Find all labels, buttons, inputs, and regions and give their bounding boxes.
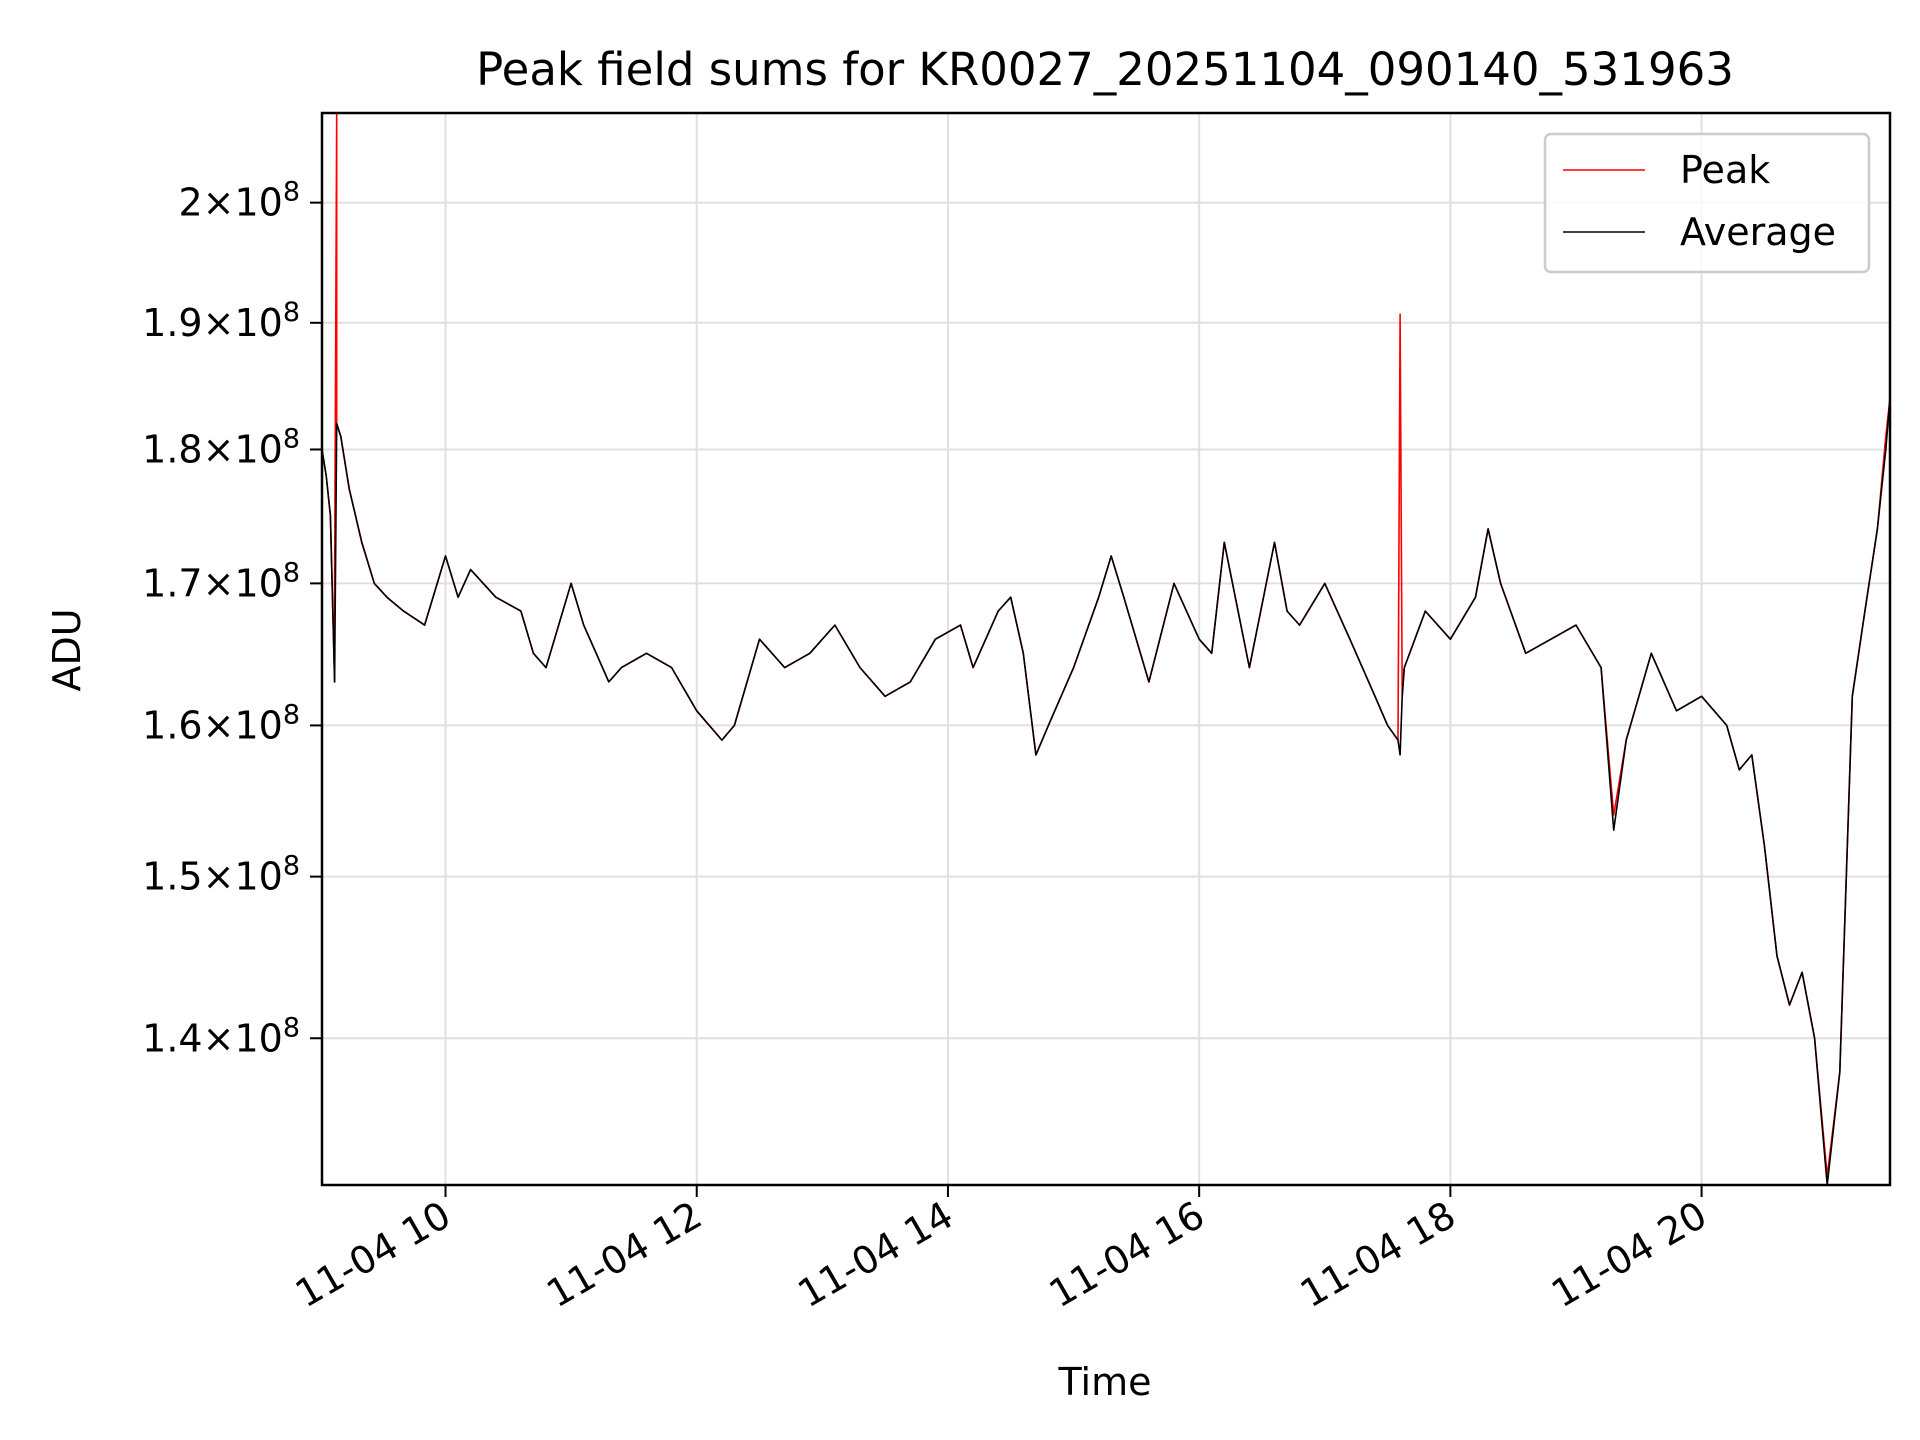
y-tick-label: 1.6×108 bbox=[142, 699, 300, 747]
legend: Peak Average bbox=[1543, 132, 1871, 274]
chart-title: Peak field sums for KR0027_20251104_0901… bbox=[476, 43, 1734, 96]
y-tick-exponent: 8 bbox=[283, 297, 300, 328]
y-tick-label: 1.8×108 bbox=[142, 423, 300, 471]
y-axis-label: ADU bbox=[45, 608, 89, 691]
y-tick-mantissa: 2×10 bbox=[178, 181, 282, 225]
y-tick-mantissa: 1.6×10 bbox=[142, 703, 283, 747]
y-tick-exponent: 8 bbox=[283, 557, 300, 588]
legend-label-average: Average bbox=[1680, 210, 1836, 254]
y-tick-exponent: 8 bbox=[283, 699, 300, 730]
y-tick-mantissa: 1.4×10 bbox=[142, 1016, 283, 1060]
y-tick-exponent: 8 bbox=[283, 177, 300, 208]
y-tick-exponent: 8 bbox=[283, 1012, 300, 1043]
legend-label-peak: Peak bbox=[1680, 148, 1770, 192]
y-tick-label: 2×108 bbox=[178, 177, 300, 225]
x-axis-label: Time bbox=[1058, 1360, 1152, 1404]
y-tick-mantissa: 1.5×10 bbox=[142, 855, 283, 899]
y-tick-mantissa: 1.9×10 bbox=[142, 301, 283, 345]
y-tick-label: 1.7×108 bbox=[142, 557, 300, 605]
grid bbox=[322, 113, 1890, 1185]
plot-area bbox=[321, 112, 1891, 1186]
y-tick-exponent: 8 bbox=[283, 851, 300, 882]
y-tick-mantissa: 1.7×10 bbox=[142, 561, 283, 605]
y-tick-mantissa: 1.8×10 bbox=[142, 427, 283, 471]
y-axis: 1.4×1081.5×1081.6×1081.7×1081.8×1081.9×1… bbox=[142, 177, 322, 1060]
legend-box bbox=[1543, 132, 1871, 274]
y-tick-label: 1.9×108 bbox=[142, 297, 300, 345]
y-tick-label: 1.4×108 bbox=[142, 1012, 300, 1060]
series-line-average bbox=[321, 397, 1891, 1186]
y-tick-exponent: 8 bbox=[283, 423, 300, 454]
plot-frame bbox=[320, 111, 1892, 1187]
y-tick-label: 1.5×108 bbox=[142, 851, 300, 899]
